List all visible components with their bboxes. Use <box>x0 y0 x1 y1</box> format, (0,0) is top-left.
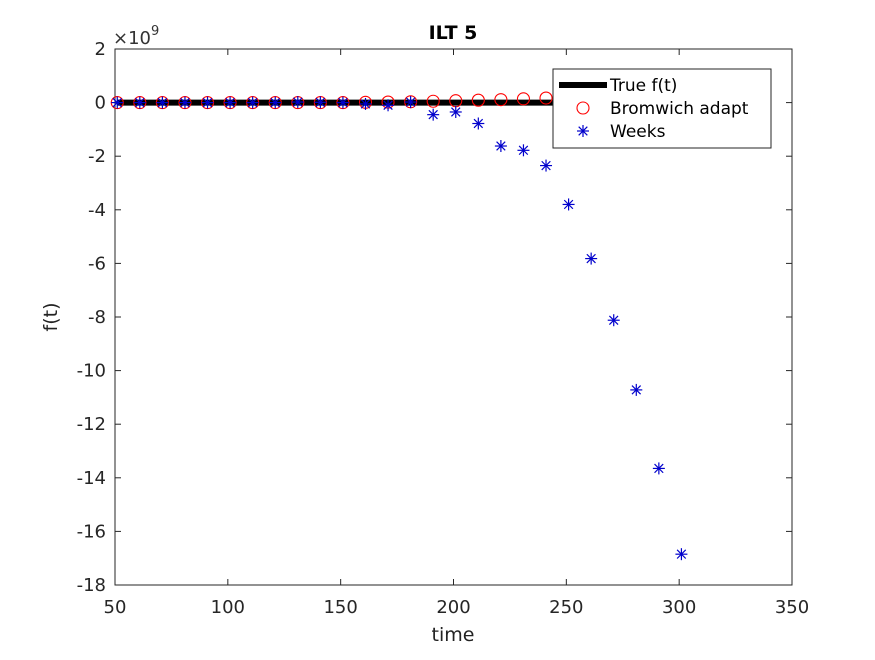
weeks-point <box>472 117 485 130</box>
weeks-point-stroke <box>338 97 348 108</box>
bromwich-point <box>516 92 531 106</box>
weeks-point <box>269 96 282 109</box>
weeks-point-stroke <box>315 97 326 108</box>
legend-label: Bromwich adapt <box>610 99 749 119</box>
weeks-point-stroke <box>676 549 687 559</box>
legend-label: Weeks <box>610 122 666 142</box>
weeks-point <box>404 96 417 109</box>
y-tick-label: -2 <box>88 146 106 167</box>
weeks-point <box>201 96 214 109</box>
y-tick-label: -4 <box>88 200 106 221</box>
weeks-point <box>652 462 665 475</box>
legend-label: True f(t) <box>609 76 677 96</box>
weeks-point-stroke <box>541 160 551 171</box>
y-exponent-power: 9 <box>151 24 159 39</box>
weeks-point <box>585 252 598 265</box>
plot-area <box>110 90 688 561</box>
y-axis-label: f(t) <box>40 303 62 332</box>
y-tick-label: -10 <box>77 361 106 382</box>
bromwich-point <box>539 91 553 105</box>
weeks-point-stroke <box>654 463 664 474</box>
y-exponent-base: ×10 <box>113 28 151 49</box>
weeks-point-stroke <box>586 253 596 264</box>
weeks-point <box>133 96 146 109</box>
x-tick-label: 200 <box>436 597 470 618</box>
weeks-point <box>178 96 191 109</box>
weeks-point-stroke <box>180 97 190 108</box>
weeks-point-stroke <box>202 97 213 108</box>
weeks-point-stroke <box>247 97 258 108</box>
weeks-point <box>314 96 327 109</box>
weeks-point-stroke <box>157 97 168 108</box>
weeks-point <box>517 144 530 157</box>
y-tick-label: 2 <box>95 39 106 60</box>
y-tick-label: -6 <box>88 253 106 274</box>
weeks-point-stroke <box>293 97 303 107</box>
weeks-point <box>427 108 440 121</box>
weeks-point <box>562 198 575 211</box>
weeks-point <box>540 159 553 172</box>
weeks-point <box>675 548 688 561</box>
legend-weeks-swatch <box>577 125 589 137</box>
bromwich-point <box>471 93 485 107</box>
x-tick-label: 100 <box>211 597 245 618</box>
weeks-point-stroke <box>473 118 484 129</box>
legend-bromwich-swatch <box>576 101 590 115</box>
weeks-point-stroke <box>428 109 438 120</box>
weeks-point <box>630 383 643 396</box>
y-tick-label: -16 <box>77 521 106 542</box>
weeks-point-stroke <box>270 97 280 108</box>
y-tick-label: -18 <box>77 575 106 596</box>
weeks-point <box>156 96 169 109</box>
weeks-point <box>336 96 349 109</box>
weeks-point <box>111 96 124 109</box>
y-tick-label: -8 <box>88 307 106 328</box>
x-tick-label: 50 <box>104 597 127 618</box>
weeks-point-stroke <box>360 99 371 109</box>
chart-title: ILT 5 <box>429 22 478 44</box>
weeks-point-stroke <box>578 126 588 136</box>
x-axis-label: time <box>432 624 475 646</box>
bromwich-point <box>494 93 508 107</box>
x-tick-label: 350 <box>775 597 809 618</box>
y-tick-label: -14 <box>77 468 106 489</box>
weeks-point <box>607 314 620 327</box>
x-tick-label: 150 <box>323 597 357 618</box>
weeks-point-stroke <box>225 97 235 108</box>
weeks-point-stroke <box>135 97 145 108</box>
weeks-point <box>246 96 259 109</box>
bromwich-point <box>426 94 440 108</box>
axes: 50 100 150 200 250 300 350 2 0 -2 -4 -6 -8 -10 -12 -14 -… <box>77 39 810 618</box>
weeks-point-stroke <box>608 315 619 325</box>
weeks-point <box>359 97 372 110</box>
weeks-point <box>382 99 395 112</box>
weeks-point-stroke <box>451 107 461 117</box>
weeks-point-stroke <box>563 199 574 210</box>
weeks-point-stroke <box>383 100 393 111</box>
weeks-point-stroke <box>405 97 416 107</box>
y-exponent-label: ×109 <box>113 24 159 49</box>
legend: True f(t) Bromwich adapt Weeks <box>552 68 772 149</box>
weeks-point <box>224 96 237 109</box>
x-tick-label: 250 <box>549 597 583 618</box>
weeks-point-stroke <box>631 385 642 395</box>
weeks-point <box>291 96 304 109</box>
weeks-point <box>494 140 507 153</box>
weeks-point-stroke <box>496 141 506 151</box>
y-tick-label: -12 <box>77 414 106 435</box>
weeks-point-stroke <box>518 145 529 156</box>
y-tick-label: 0 <box>95 93 106 114</box>
weeks-point <box>449 105 462 118</box>
x-tick-label: 300 <box>662 597 696 618</box>
weeks-point-stroke <box>112 97 123 108</box>
